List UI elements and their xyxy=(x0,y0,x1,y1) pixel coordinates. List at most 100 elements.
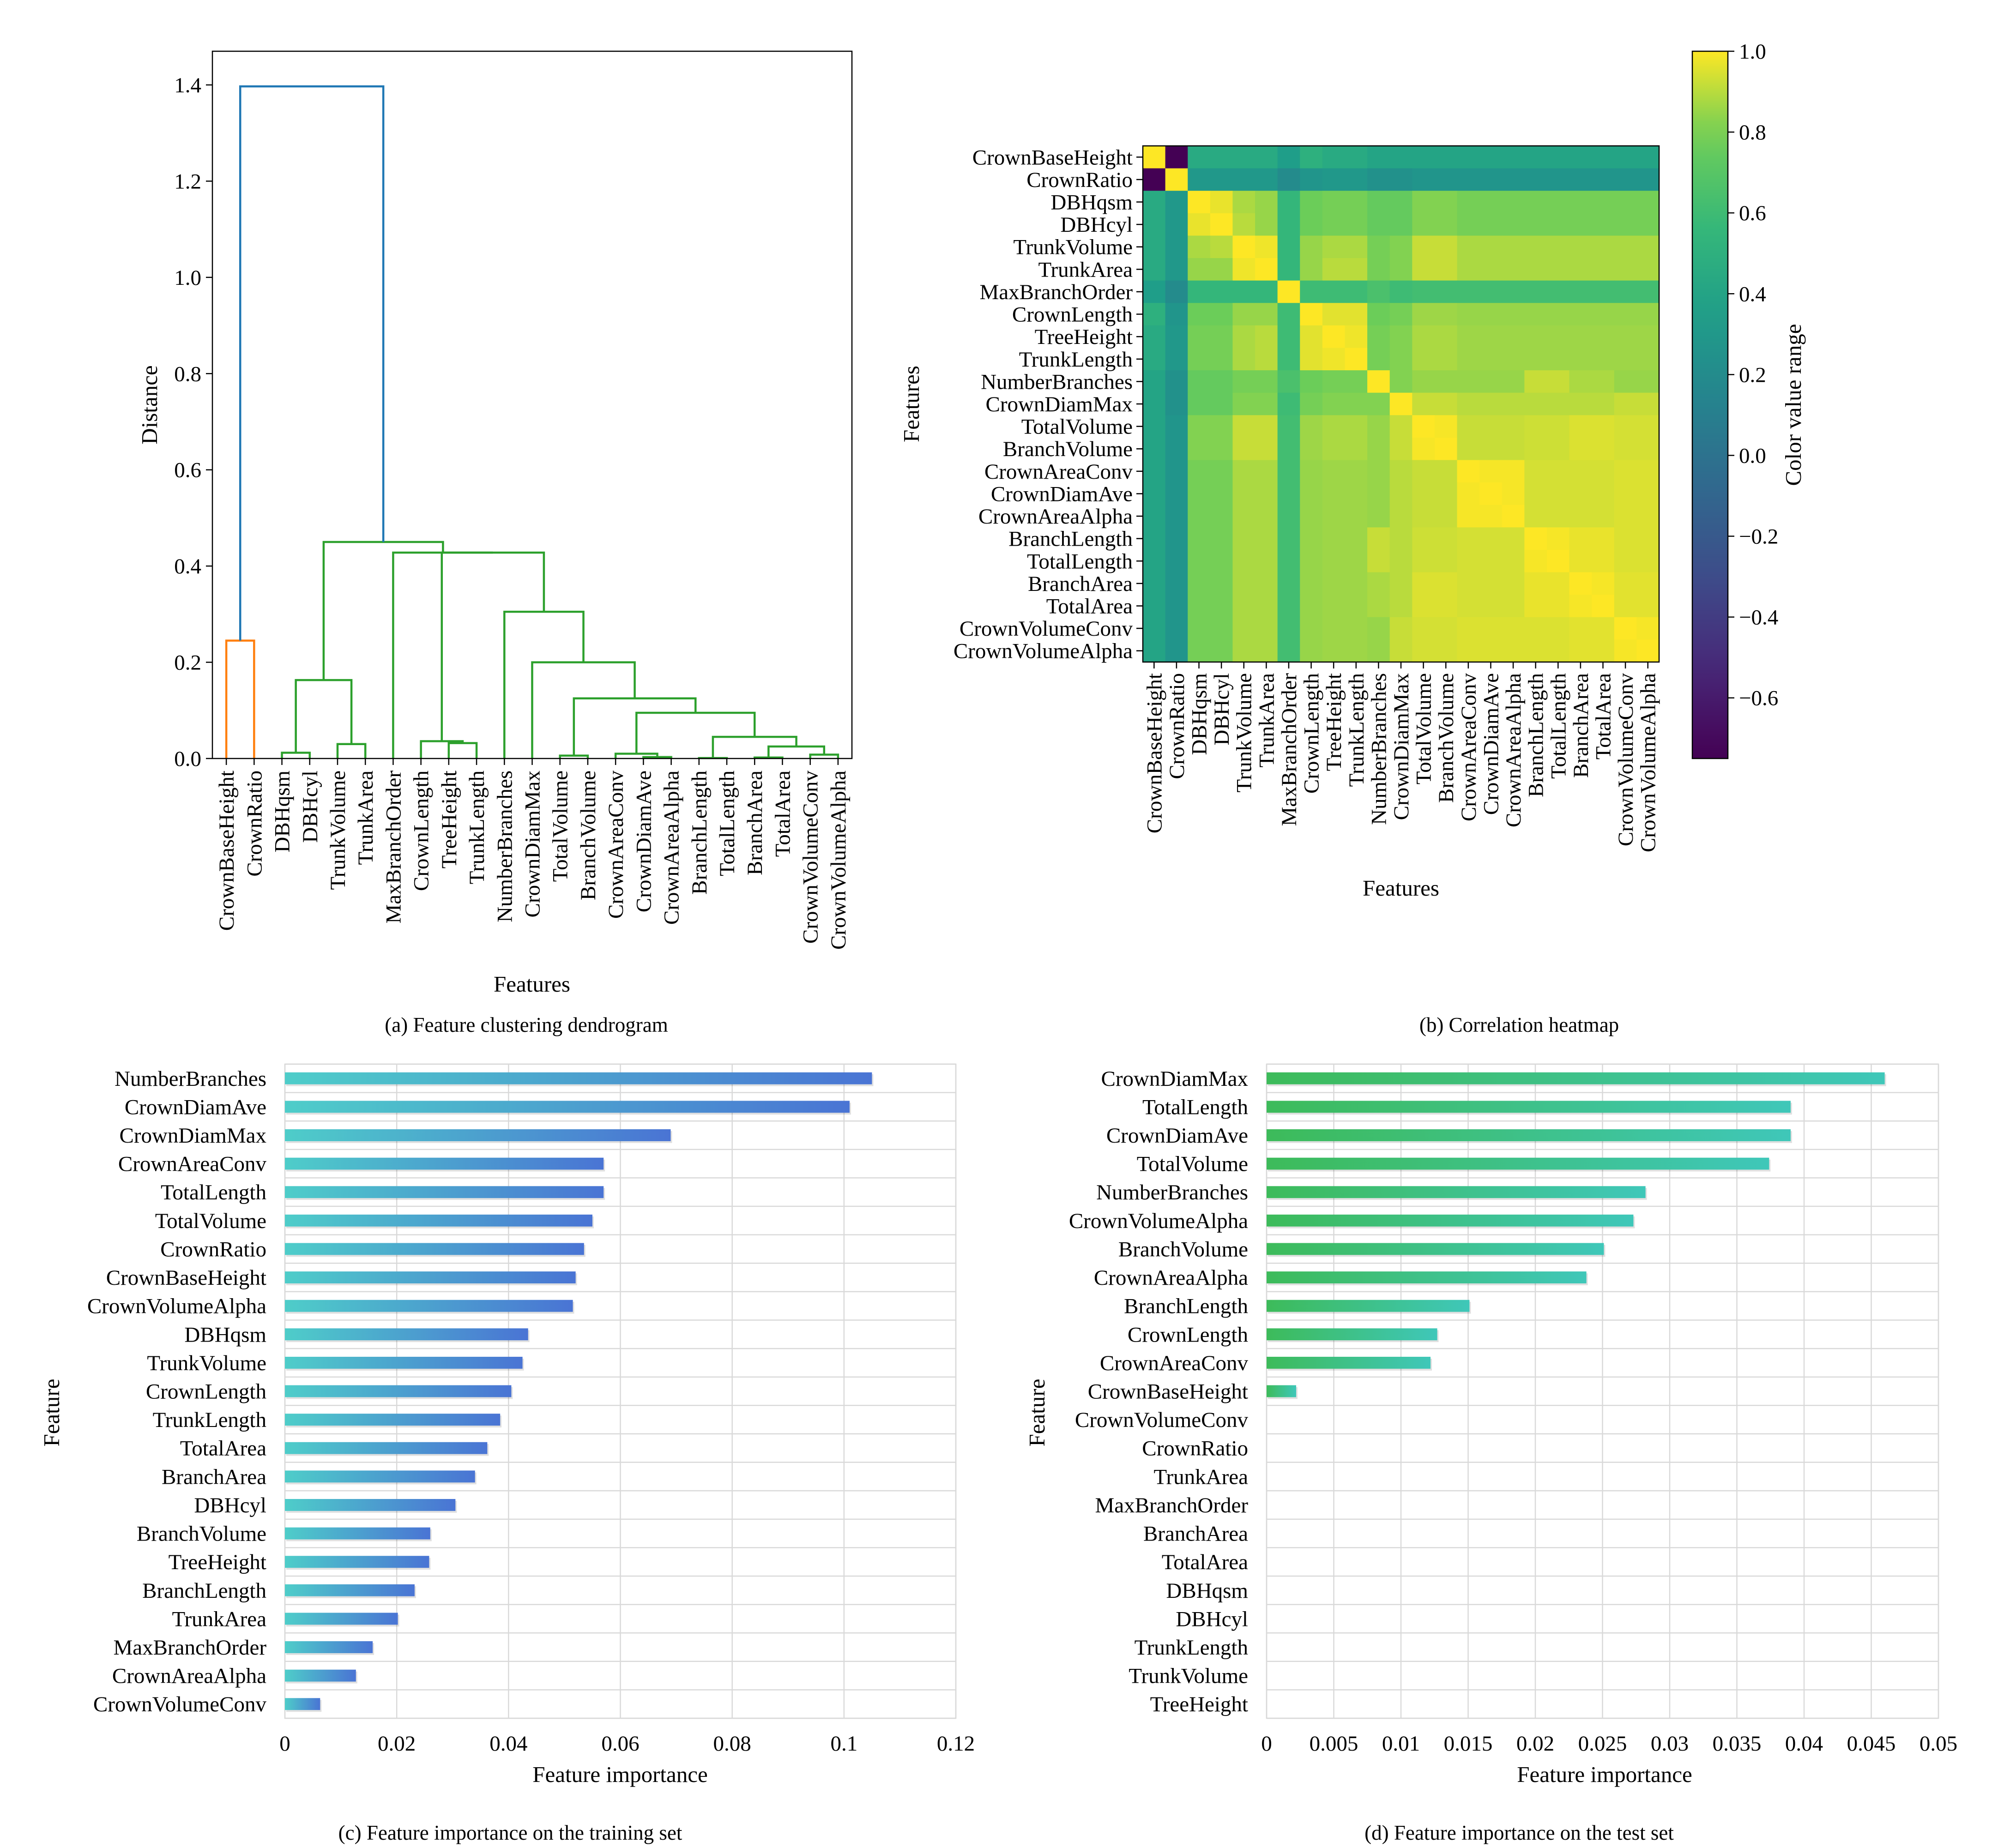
heatmap-cell-6-10 xyxy=(1367,280,1390,303)
heatmap-cell-4-10 xyxy=(1367,235,1390,259)
heatmap-cell-4-0 xyxy=(1143,235,1166,259)
heatmap-cell-3-17 xyxy=(1524,213,1547,236)
heatmap-cell-22-22 xyxy=(1636,639,1660,662)
c-label-crownratio: CrownRatio xyxy=(160,1237,266,1261)
heatmap-cell-1-4 xyxy=(1232,168,1256,191)
heatmap-cell-5-1 xyxy=(1165,258,1188,281)
heatmap-cell-20-1 xyxy=(1165,595,1188,618)
heatmap-cell-13-10 xyxy=(1367,437,1390,461)
dendrogram-link-14 xyxy=(635,711,756,754)
heatmap-cell-20-13 xyxy=(1434,595,1458,618)
heatmap-cell-12-16 xyxy=(1502,415,1525,438)
heatmap-cell-1-20 xyxy=(1592,168,1615,191)
c-bar-trunkarea xyxy=(285,1613,398,1625)
panel-c-train-importance: NumberBranches CrownDiamAve CrownDiamMax Cr… xyxy=(39,1063,975,1844)
heatmap-cell-14-8 xyxy=(1322,460,1346,483)
dendrogram-frame xyxy=(211,50,853,759)
heatmap-row-crownbaseheight: CrownBaseHeight xyxy=(972,145,1133,169)
heatmap-cell-21-5 xyxy=(1255,617,1278,640)
heatmap-cell-8-12 xyxy=(1412,325,1435,349)
heatmap-cell-18-10 xyxy=(1367,549,1390,573)
c-label-crownvolumealpha: CrownVolumeAlpha xyxy=(87,1294,266,1318)
heatmap-cell-1-8 xyxy=(1322,168,1346,191)
heatmap-cell-2-14 xyxy=(1457,191,1480,214)
heatmap-cell-13-20 xyxy=(1592,437,1615,461)
heatmap-cell-4-11 xyxy=(1389,235,1413,259)
heatmap-row-maxbranchorder: MaxBranchOrder xyxy=(980,280,1133,304)
heatmap-cell-7-22 xyxy=(1636,303,1660,326)
d-label-trunklength: TrunkLength xyxy=(1135,1636,1248,1660)
heatmap-cell-11-13 xyxy=(1434,392,1458,415)
heatmap-cell-10-0 xyxy=(1143,370,1166,393)
heatmap-cell-10-4 xyxy=(1232,370,1256,393)
heatmap-cell-0-7 xyxy=(1300,146,1323,169)
heatmap-cell-20-11 xyxy=(1389,595,1413,618)
dendrogram-leaf-maxbranchorder: MaxBranchOrder xyxy=(381,771,405,924)
heatmap-cell-22-7 xyxy=(1300,639,1323,662)
c-bar-crowndiamave xyxy=(285,1101,850,1113)
heatmap-cell-9-5 xyxy=(1255,348,1278,371)
heatmap-cell-20-17 xyxy=(1524,595,1547,618)
heatmap-cell-21-11 xyxy=(1389,617,1413,640)
heatmap-cell-14-0 xyxy=(1143,460,1166,483)
heatmap-cell-9-15 xyxy=(1479,348,1503,371)
heatmap-cell-11-12 xyxy=(1412,392,1435,415)
heatmap-cell-17-19 xyxy=(1569,527,1592,550)
heatmap-x-label: Features xyxy=(1363,875,1439,901)
d-bar-branchlength xyxy=(1267,1300,1470,1312)
heatmap-cell-9-18 xyxy=(1546,348,1570,371)
d-xtick-label: 0.02 xyxy=(1516,1732,1554,1756)
heatmap-cell-13-15 xyxy=(1479,437,1503,461)
heatmap-row-brancharea: BranchArea xyxy=(1028,572,1133,596)
heatmap-cell-15-14 xyxy=(1457,482,1480,506)
heatmap-cell-6-12 xyxy=(1412,280,1435,303)
dendrogram-leaf-branchvolume: BranchVolume xyxy=(576,771,600,900)
heatmap-cell-22-4 xyxy=(1232,639,1256,662)
heatmap-cell-4-1 xyxy=(1165,235,1188,259)
heatmap-cell-12-20 xyxy=(1592,415,1615,438)
heatmap-cell-9-2 xyxy=(1188,348,1211,371)
dendrogram-leaf-crownratio: CrownRatio xyxy=(242,771,266,877)
colorbar-tick-label: −0.2 xyxy=(1739,525,1778,549)
heatmap-cell-9-0 xyxy=(1143,348,1166,371)
heatmap-cell-17-16 xyxy=(1502,527,1525,550)
heatmap-cell-4-12 xyxy=(1412,235,1435,259)
heatmap-cell-19-10 xyxy=(1367,572,1390,595)
train-grid xyxy=(284,1063,957,1719)
heatmap-cell-6-8 xyxy=(1322,280,1346,303)
heatmap-cell-21-14 xyxy=(1457,617,1480,640)
d-xtick-label: 0.035 xyxy=(1713,1732,1762,1756)
heatmap-cell-14-13 xyxy=(1434,460,1458,483)
heatmap-cell-22-5 xyxy=(1255,639,1278,662)
dendrogram-ytick-label: 1.4 xyxy=(174,73,201,97)
colorbar-tick-label: −0.6 xyxy=(1739,686,1778,710)
heatmap-col-treeheight: TreeHeight xyxy=(1322,673,1346,771)
heatmap-cell-5-6 xyxy=(1277,258,1300,281)
heatmap-cell-3-21 xyxy=(1614,213,1637,236)
heatmap-cell-11-15 xyxy=(1479,392,1503,415)
heatmap-cell-19-4 xyxy=(1232,572,1256,595)
heatmap-col-numberbranches: NumberBranches xyxy=(1367,673,1391,825)
c-bar-crownareaconv xyxy=(285,1157,604,1170)
heatmap-cell-8-18 xyxy=(1546,325,1570,349)
heatmap-col-trunkarea: TrunkArea xyxy=(1255,673,1279,768)
heatmap-cell-13-19 xyxy=(1569,437,1592,461)
heatmap-cell-4-2 xyxy=(1188,235,1211,259)
heatmap-cell-6-14 xyxy=(1457,280,1480,303)
heatmap-cell-9-13 xyxy=(1434,348,1458,371)
heatmap-cell-21-10 xyxy=(1367,617,1390,640)
heatmap-cell-15-9 xyxy=(1345,482,1368,506)
c-label-dbhqsm: DBHqsm xyxy=(184,1323,266,1347)
c-bar-maxbranchorder xyxy=(285,1641,373,1653)
heatmap-cell-5-17 xyxy=(1524,258,1547,281)
heatmap-cell-10-2 xyxy=(1188,370,1211,393)
heatmap-row-crowndiamave: CrownDiamAve xyxy=(991,482,1133,506)
heatmap-cell-2-0 xyxy=(1143,191,1166,214)
c-bar-totalvolume xyxy=(285,1214,592,1227)
heatmap-cell-15-15 xyxy=(1479,482,1503,506)
d-label-totalvolume: TotalVolume xyxy=(1137,1152,1248,1176)
heatmap-cell-7-2 xyxy=(1188,303,1211,326)
heatmap-cell-16-12 xyxy=(1412,505,1435,528)
d-xtick-label: 0.01 xyxy=(1382,1732,1420,1756)
heatmap-col-trunklength: TrunkLength xyxy=(1345,673,1369,787)
